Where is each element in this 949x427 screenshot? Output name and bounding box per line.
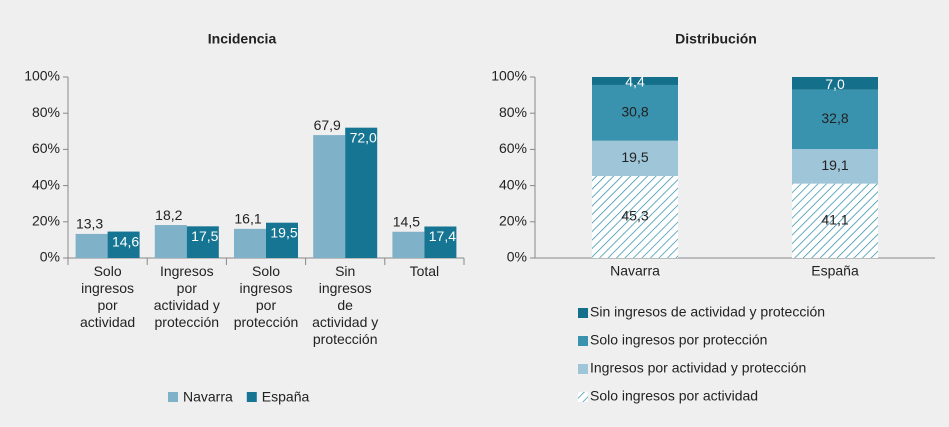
x-tick-label: Ingresos por actividad y protección — [153, 263, 220, 330]
bar — [107, 231, 140, 258]
data-label: 32,8 — [821, 110, 848, 126]
legend-label: Sin ingresos de actividad y protección — [590, 304, 825, 320]
x-tick-label: Total — [409, 263, 440, 279]
y-tick-label: 40% — [499, 176, 527, 192]
y-tick-label: 100% — [24, 68, 60, 84]
data-label: 17,5 — [191, 228, 218, 244]
bar — [345, 127, 378, 259]
legend-swatch — [246, 392, 257, 402]
bar-segment — [792, 89, 878, 150]
x-tick-label: Solo ingresos por protección — [233, 263, 299, 330]
y-tick-label: 60% — [499, 140, 527, 156]
data-label: 19,5 — [270, 224, 297, 240]
data-label: 16,1 — [234, 211, 261, 227]
bar — [154, 225, 187, 258]
y-tick-label: 20% — [499, 213, 527, 229]
data-label: 72,0 — [350, 129, 377, 145]
legend-label: Solo ingresos por protección — [590, 332, 767, 348]
y-tick-label: 0% — [40, 249, 60, 265]
bar — [313, 135, 346, 258]
bar-segment — [592, 77, 678, 85]
data-label: 7,0 — [825, 76, 845, 92]
legend-swatch — [578, 364, 588, 374]
legend-swatch — [168, 392, 178, 402]
bar-segment — [792, 149, 878, 184]
bar — [186, 226, 219, 258]
data-label: 14,5 — [393, 213, 420, 229]
legend-swatch — [578, 336, 588, 346]
legend-swatch — [578, 308, 588, 318]
x-tick-label: Sin ingresos de actividad y protección — [312, 263, 379, 347]
bar — [234, 228, 266, 258]
bar — [392, 231, 425, 258]
bar-segment — [792, 77, 878, 90]
x-tick-label: España — [811, 263, 859, 279]
legend-label: Navarra — [183, 389, 233, 405]
bar — [75, 233, 108, 258]
y-tick-label: 80% — [499, 104, 527, 120]
legend-swatch — [578, 392, 588, 402]
chart-title: Incidencia — [208, 31, 277, 47]
y-tick-label: 0% — [507, 249, 527, 265]
bar-segment — [792, 183, 878, 258]
chart-title: Distribución — [675, 31, 757, 47]
y-tick-label: 40% — [32, 176, 60, 192]
data-label: 19,1 — [821, 157, 848, 173]
data-label: 4,4 — [625, 74, 645, 90]
data-label: 17,4 — [429, 228, 456, 244]
bar — [424, 226, 457, 258]
bar-segment — [592, 84, 678, 141]
legend-label: Ingresos por actividad y protección — [590, 360, 806, 376]
legend-label: Solo ingresos por actividad — [590, 388, 758, 404]
data-label: 30,8 — [621, 104, 648, 120]
x-tick-label: Navarra — [610, 263, 660, 279]
data-label: 19,5 — [621, 149, 648, 165]
data-label: 41,1 — [821, 212, 848, 228]
x-tick-label: Solo ingresos por actividad — [79, 263, 136, 330]
y-tick-label: 80% — [32, 104, 60, 120]
bar — [266, 222, 298, 258]
y-tick-label: 20% — [32, 213, 60, 229]
y-tick-label: 60% — [32, 140, 60, 156]
data-label: 13,3 — [76, 216, 103, 232]
data-label: 14,6 — [112, 233, 139, 249]
bar-segment — [592, 140, 678, 177]
data-label: 18,2 — [155, 207, 182, 223]
bar-segment — [592, 176, 678, 258]
y-tick-label: 100% — [491, 68, 527, 84]
legend-label: España — [262, 389, 310, 405]
data-label: 67,9 — [314, 117, 341, 133]
data-label: 45,3 — [621, 208, 648, 224]
